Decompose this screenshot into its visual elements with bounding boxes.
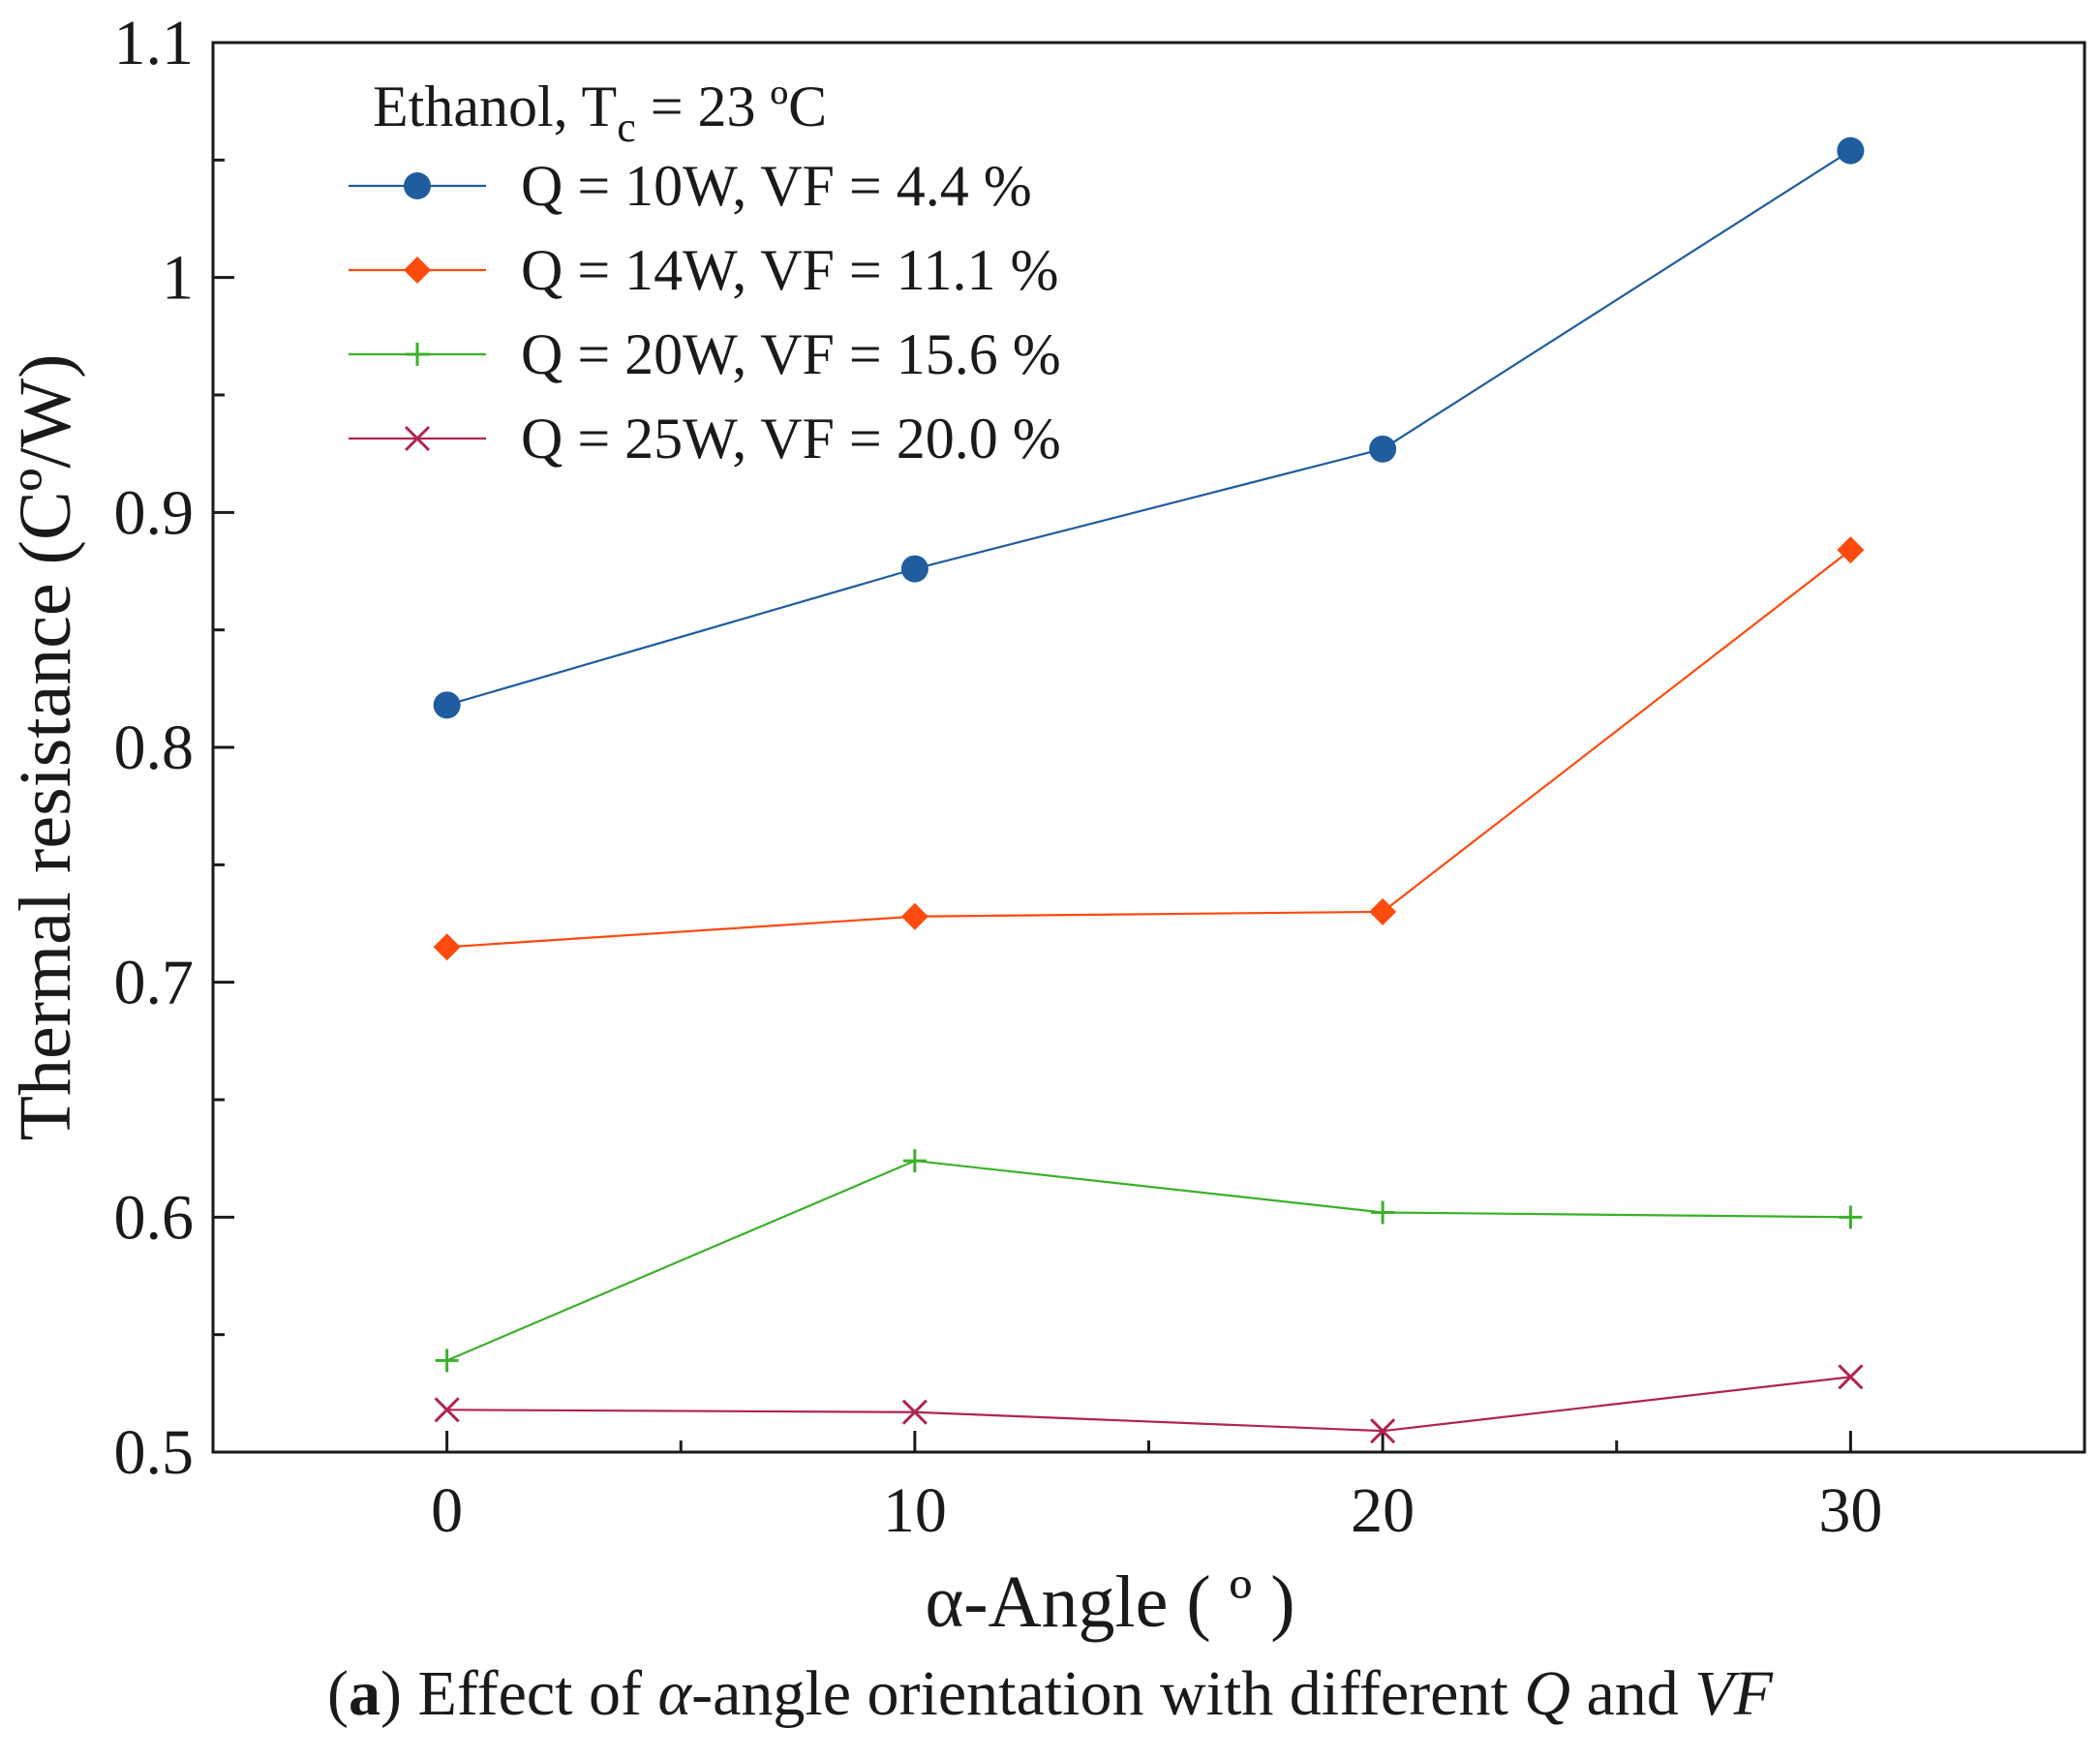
legend-marker: [404, 257, 431, 284]
data-point: [1837, 536, 1865, 564]
data-point: [901, 1399, 928, 1425]
axis-tick-labels: 0 10 20 30 0.5 0.6 0.7 0.8 0.9 1 1.1: [114, 8, 1883, 1546]
legend-label: Q = 20W, VF = 15.6 %: [521, 322, 1061, 386]
series-3: [435, 1149, 1863, 1373]
caption-text-2: -angle orientation with different: [691, 1658, 1525, 1729]
legend-label: Q = 10W, VF = 4.4 %: [521, 154, 1032, 218]
axis-ticks: [213, 41, 1852, 1454]
y-axis-title: Thermal resistance (Cº/W): [5, 354, 86, 1141]
figure-caption: (a) Effect of α-angle orientation with d…: [327, 1658, 1773, 1729]
y-tick-label: 0.9: [114, 477, 195, 548]
plot-frame: [211, 41, 2086, 1454]
caption-text-1: Effect of: [402, 1658, 658, 1729]
legend-label: Q = 14W, VF = 11.1 %: [521, 238, 1059, 302]
series-line: [446, 549, 1852, 949]
data-point: [1838, 1364, 1864, 1390]
caption-q: Q: [1524, 1658, 1570, 1729]
series-line: [446, 149, 1851, 707]
x-tick-label: 0: [431, 1475, 463, 1546]
legend-entry: Q = 14W, VF = 11.1 %: [349, 238, 1059, 302]
data-point: [900, 902, 928, 930]
caption-alpha: α: [657, 1658, 692, 1729]
data-point: [1837, 136, 1865, 165]
x-tick-label: 20: [1351, 1475, 1415, 1546]
series-line: [446, 1159, 1851, 1362]
data-point: [435, 1349, 459, 1373]
data-point: [1369, 435, 1397, 463]
y-tick-label: 0.5: [114, 1417, 195, 1488]
caption-text-3: and: [1570, 1658, 1695, 1729]
legend-entry: Q = 20W, VF = 15.6 %: [349, 322, 1061, 386]
legend-label: Q = 25W, VF = 20.0 %: [521, 407, 1061, 470]
data-series: [433, 136, 1865, 1444]
y-tick-label: 0.6: [114, 1182, 195, 1253]
y-tick-label: 0.7: [114, 948, 195, 1018]
data-point: [1370, 1418, 1396, 1444]
legend-title: Ethanol, Tc = 23 ºC: [373, 75, 827, 151]
legend-entry: Q = 25W, VF = 20.0 %: [349, 407, 1061, 470]
y-tick-label: 1.1: [114, 8, 195, 78]
data-point: [902, 1149, 927, 1173]
data-point: [1371, 1200, 1395, 1225]
data-point: [433, 933, 461, 961]
x-axis-title: α-Angle ( º ): [925, 1561, 1294, 1643]
x-tick-label: 30: [1818, 1475, 1882, 1546]
legend-entry: Q = 10W, VF = 4.4 %: [349, 154, 1032, 218]
data-point: [434, 1397, 460, 1423]
y-tick-label: 1: [162, 243, 194, 314]
plot-border: [211, 41, 2086, 1454]
caption-vf: VF: [1694, 1658, 1773, 1729]
legend-marker: [406, 343, 429, 366]
legend-marker: [404, 425, 431, 452]
data-point: [900, 555, 928, 583]
data-point: [1839, 1205, 1863, 1229]
legend-marker: [404, 172, 431, 199]
legend: Ethanol, Tc = 23 ºCQ = 10W, VF = 4.4 % Q …: [349, 75, 1061, 470]
series-4: [434, 1364, 1864, 1444]
data-point: [433, 691, 461, 719]
caption-label: a: [349, 1658, 381, 1729]
series-1: [433, 136, 1865, 719]
series-2: [433, 536, 1865, 961]
x-tick-label: 10: [883, 1475, 947, 1546]
data-point: [1369, 897, 1397, 925]
series-line: [446, 1376, 1851, 1433]
y-tick-label: 0.8: [114, 712, 195, 783]
